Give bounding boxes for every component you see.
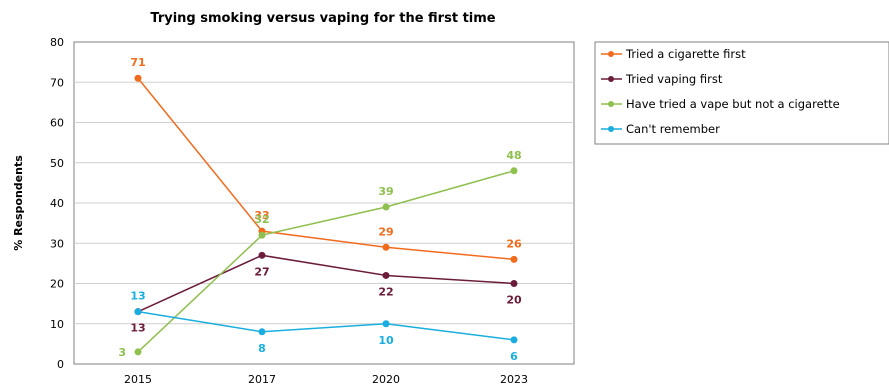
data-point [134,308,142,316]
y-axis-label: % Respondents [12,155,25,251]
data-point [258,328,266,336]
data-point [382,320,390,328]
legend-marker [608,76,614,82]
y-tick-label: 30 [50,237,64,250]
series-line [137,254,515,313]
legend-item: Tried a cigarette first [601,47,746,61]
data-point [510,336,518,344]
legend-label: Tried vaping first [625,72,723,86]
legend-item: Can't remember [601,122,720,136]
y-tick-label: 20 [50,278,64,291]
data-label: 48 [506,149,521,162]
data-label: 39 [378,185,393,198]
data-label: 71 [130,56,145,69]
data-label: 26 [506,237,522,250]
data-label: 29 [378,225,393,238]
y-axis-ticks: 0 10 20 30 40 50 60 70 80 [50,36,64,371]
legend-marker [608,126,614,132]
gridlines [74,81,574,325]
data-label: 3 [118,346,126,359]
x-tick-label: 2023 [500,373,528,386]
y-tick-label: 10 [50,318,64,331]
y-tick-label: 40 [50,197,64,210]
legend-label: Can't remember [626,122,720,136]
data-label: 22 [378,285,393,298]
legend-label: Tried a cigarette first [625,47,746,61]
legend-item: Tried vaping first [601,72,723,86]
legend-marker [608,101,614,107]
data-label: 13 [130,322,145,335]
series-line [137,77,515,261]
data-label: 10 [378,334,394,347]
chart-title: Trying smoking versus vaping for the fir… [150,11,495,26]
y-tick-label: 60 [50,117,64,130]
y-tick-label: 0 [57,358,64,371]
x-tick-label: 2015 [124,373,152,386]
legend-marker [608,51,614,57]
data-point [134,74,142,82]
data-point [510,255,518,263]
data-point [382,271,390,279]
data-point [382,243,390,251]
data-point [510,280,518,287]
data-label: 27 [254,265,269,278]
data-label: 8 [258,342,266,355]
data-label: 20 [506,294,522,307]
series-line [137,310,515,341]
data-point [510,167,518,175]
x-tick-label: 2020 [372,373,400,386]
legend-item: Have tried a vape but not a cigarette [601,97,840,111]
data-label: 33 [254,209,269,222]
data-label: 6 [510,350,518,363]
data-label: 13 [130,290,145,303]
y-tick-label: 50 [50,157,64,170]
x-axis-ticks: 2015 2017 2020 2023 [124,373,528,386]
data-point [134,348,142,356]
series-line [137,170,515,353]
y-tick-label: 80 [50,36,64,49]
series-group: 71 33 29 26 13 27 22 20 3 32 39 48 13 8 10 6 [118,56,522,363]
legend-label: Have tried a vape but not a cigarette [626,97,840,111]
data-label: 32 [254,213,269,226]
data-point [382,203,390,211]
y-tick-label: 70 [50,76,64,89]
legend: Tried a cigarette first Tried vaping firs… [594,41,889,145]
legend-box [594,41,889,145]
data-point [258,251,266,259]
x-tick-label: 2017 [248,373,276,386]
data-point [258,231,266,239]
